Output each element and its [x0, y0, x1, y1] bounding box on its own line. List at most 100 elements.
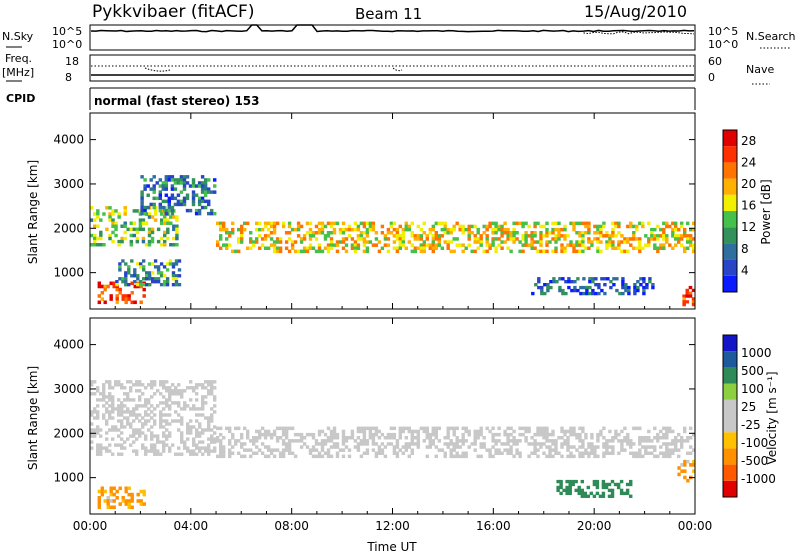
scatter-cell [153, 422, 157, 426]
scatter-cell [272, 240, 277, 244]
scatter-cell [374, 451, 379, 456]
scatter-cell [156, 280, 161, 284]
scatter-cell [302, 234, 307, 238]
scatter-cell [255, 445, 259, 449]
scatter-cell [677, 240, 681, 244]
scatter-cell [605, 448, 609, 452]
scatter-cell [389, 426, 394, 431]
scatter-cell [171, 401, 175, 405]
scatter-cell [159, 452, 163, 456]
scatter-cell [488, 246, 492, 251]
scatter-cell [153, 419, 157, 423]
scatter-cell [692, 459, 696, 464]
scatter-cell [175, 230, 179, 235]
scatter-cell [93, 416, 97, 420]
scatter-cell [174, 419, 178, 423]
scatter-cell [569, 454, 573, 459]
scatter-cell [482, 224, 486, 229]
scatter-cell [575, 432, 579, 437]
scatter-cell [537, 277, 541, 281]
scatter-cell [503, 227, 507, 232]
scatter-cell [506, 439, 510, 443]
scatter-cell [165, 428, 169, 432]
scatter-cell [683, 249, 687, 254]
scatter-cell [195, 434, 199, 438]
scatter-cell [293, 432, 298, 437]
scatter-cell [177, 283, 182, 287]
scatter-cell [258, 436, 262, 440]
scatter-cell [611, 246, 615, 251]
scatter-cell [386, 243, 391, 247]
scatter-cell [571, 482, 575, 487]
scatter-cell [692, 463, 696, 467]
scatter-cell [581, 231, 585, 235]
scatter-cell [266, 429, 271, 434]
scatter-cell [174, 401, 178, 405]
scatter-cell [207, 389, 211, 393]
scatter-cell [344, 243, 349, 247]
scatter-cell [93, 233, 97, 238]
scatter-cell [578, 445, 582, 449]
scatter-cell [573, 280, 577, 284]
scatter-cell [560, 249, 564, 254]
scatter-cell [115, 287, 119, 292]
scatter-cell [596, 445, 600, 449]
scatter-cell [216, 240, 220, 244]
scatter-cell [530, 240, 534, 244]
scatter-cell [186, 449, 190, 453]
scatter-cell [183, 446, 187, 450]
scatter-cell [105, 206, 109, 210]
scatter-cell [142, 492, 146, 497]
scatter-cell [175, 243, 179, 247]
scatter-cell [281, 448, 286, 452]
scatter-cell [665, 436, 669, 440]
scatter-cell [539, 243, 543, 247]
scatter-cell [500, 227, 504, 232]
scatter-cell [266, 234, 271, 238]
scatter-cell [278, 249, 283, 254]
scatter-cell [124, 294, 128, 298]
scatter-cell [584, 224, 588, 229]
scatter-cell [576, 277, 580, 281]
scatter-cell [365, 442, 370, 446]
scatter-cell [586, 485, 591, 490]
scatter-cell [578, 454, 582, 459]
scatter-cell [395, 445, 400, 449]
colorbar-tick-label: -25 [741, 418, 761, 432]
scatter-cell [114, 233, 118, 238]
scatter-cell [195, 443, 199, 447]
colorbar-tick-label: -500 [741, 454, 768, 468]
ytick-label: 3000 [53, 382, 84, 396]
scatter-cell [130, 291, 134, 295]
scatter-cell [201, 431, 205, 435]
scatter-cell [491, 454, 495, 459]
scatter-cell [103, 489, 107, 494]
scatter-cell [338, 231, 343, 235]
scatter-cell [651, 285, 655, 290]
scatter-cell [281, 221, 286, 226]
scatter-cell [662, 451, 666, 456]
scatter-cell [195, 428, 199, 432]
scatter-cell [174, 410, 178, 414]
scatter-cell [446, 426, 450, 431]
scatter-cell [624, 288, 628, 293]
scatter-cell [332, 221, 337, 226]
scatter-cell [219, 439, 223, 443]
scatter-cell [302, 436, 307, 440]
scatter-cell [683, 426, 687, 431]
scatter-cell [644, 439, 648, 443]
scatter-cell [243, 426, 247, 431]
scatter-cell [662, 231, 666, 235]
scatter-cell [130, 492, 134, 497]
scatter-cell [153, 452, 157, 456]
scatter-cell [566, 445, 570, 449]
scatter-cell [449, 439, 453, 443]
scatter-cell [155, 196, 159, 201]
scatter-cell [151, 271, 155, 275]
scatter-cell [479, 445, 483, 449]
scatter-cell [560, 442, 564, 446]
scatter-cell [97, 505, 101, 510]
scatter-cell [674, 227, 678, 232]
scatter-cell [272, 231, 277, 235]
